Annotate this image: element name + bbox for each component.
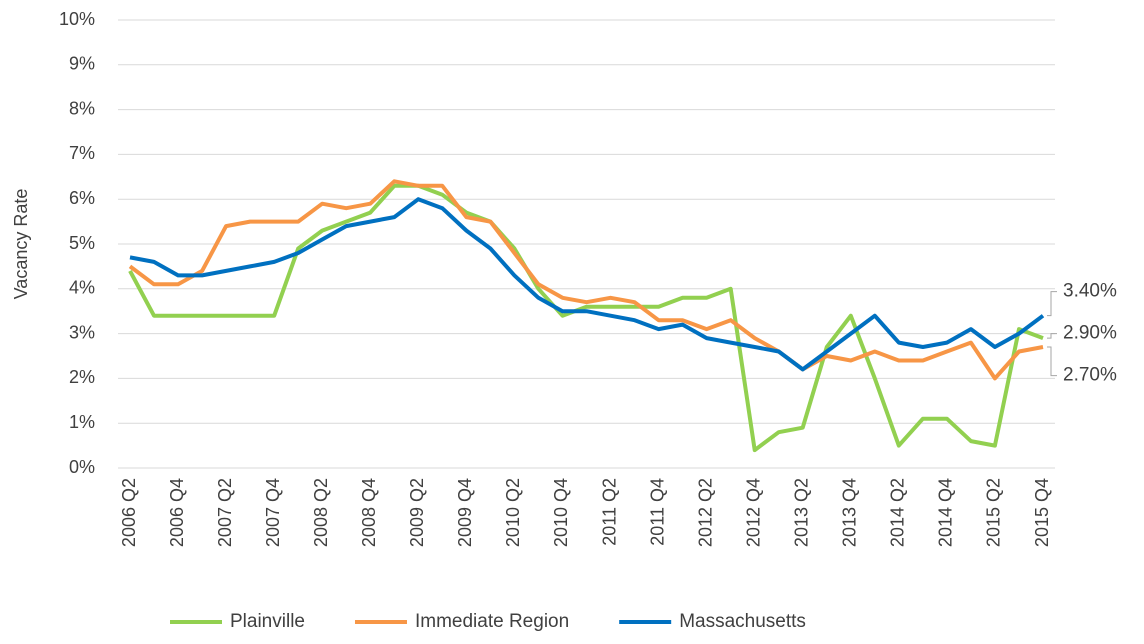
y-tick-label: 9% <box>69 54 95 74</box>
y-tick-label: 7% <box>69 143 95 163</box>
legend-label: Immediate Region <box>415 611 569 632</box>
x-tick-label: 2008 Q4 <box>359 478 379 547</box>
x-tick-label: 2013 Q2 <box>791 478 811 547</box>
x-tick-label: 2007 Q2 <box>215 478 235 547</box>
x-tick-label: 2013 Q4 <box>840 478 860 547</box>
x-tick-label: 2007 Q4 <box>263 478 283 547</box>
data-label: 2.90% <box>1063 323 1117 344</box>
leader-line <box>1047 333 1057 339</box>
x-tick-label: 2012 Q4 <box>743 478 763 547</box>
y-tick-label: 4% <box>69 278 95 298</box>
x-tick-label: 2011 Q4 <box>647 478 667 546</box>
x-tick-label: 2014 Q4 <box>936 478 956 547</box>
y-axis-label: Vacancy Rate <box>11 189 31 300</box>
x-tick-label: 2014 Q2 <box>888 478 908 547</box>
legend-label: Plainville <box>230 611 305 632</box>
x-tick-label: 2012 Q2 <box>695 478 715 547</box>
y-tick-label: 8% <box>69 98 95 118</box>
x-tick-label: 2015 Q2 <box>984 478 1004 547</box>
series-line <box>129 197 1045 372</box>
x-tick-label: 2011 Q2 <box>599 478 619 546</box>
x-tick-label: 2009 Q2 <box>407 478 427 547</box>
y-tick-label: 1% <box>69 412 95 432</box>
y-tick-label: 2% <box>69 367 95 387</box>
leader-line <box>1047 346 1057 377</box>
x-tick-label: 2010 Q4 <box>551 478 571 547</box>
y-tick-label: 5% <box>69 233 95 253</box>
y-tick-label: 0% <box>69 457 95 477</box>
series-line <box>128 179 1044 381</box>
y-tick-label: 6% <box>69 188 95 208</box>
x-tick-label: 2008 Q2 <box>311 478 331 547</box>
x-tick-label: 2009 Q4 <box>455 478 475 547</box>
y-tick-label: 10% <box>59 9 95 29</box>
x-tick-label: 2006 Q2 <box>119 478 139 547</box>
data-label: 2.70% <box>1063 365 1117 386</box>
series-line <box>128 183 1044 453</box>
x-tick-label: 2015 Q4 <box>1032 478 1052 547</box>
legend-label: Massachusetts <box>679 611 806 632</box>
x-tick-label: 2010 Q2 <box>503 478 523 547</box>
data-label: 3.40% <box>1063 281 1117 302</box>
leader-line <box>1047 291 1057 317</box>
x-tick-label: 2006 Q4 <box>167 478 187 547</box>
y-tick-label: 3% <box>69 322 95 342</box>
